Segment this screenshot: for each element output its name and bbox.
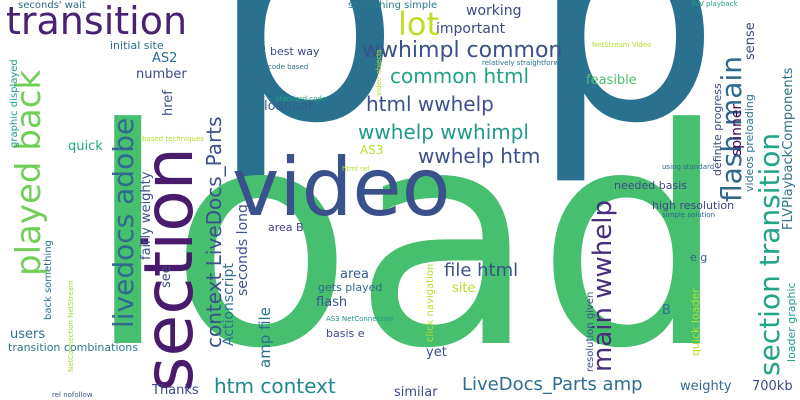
word-as3: AS3 [360,143,384,157]
word-700kb: 700kb [752,379,793,394]
word-netconnection-netstream: NetConnection NetStream [67,280,75,372]
word-rel-nofollow: rel nofollow [52,391,93,399]
word-graphic-displayed: graphic displayed [9,59,20,148]
word-needed-basis: needed basis [614,179,687,192]
word-load: load [86,65,728,400]
word-loader-graphic: loader graphic [785,282,798,362]
word-videos-preloading: videos preloading [743,94,756,192]
word-number: number [136,67,187,82]
word-html-rel: html rel [342,165,370,173]
word-file-html: file html [444,260,519,281]
word-wwhelp-wwhimpl: wwhelp wwhimpl [358,120,529,144]
word-resolution-given: resolution given [585,291,596,372]
word-click-navigation: click navigation [425,263,436,342]
word-amp-file: amp file [256,307,274,368]
word-important: important [436,21,506,37]
word-based-techniques: based techniques [142,135,204,143]
word-see: see [159,265,174,288]
word-something-simple: something simple [348,0,438,11]
word-wwhelp-htm: wwhelp htm [418,144,541,168]
word-actionscript: Actionscript [221,263,237,346]
word-relatively-straightforward: relatively straightforward [482,59,571,67]
word-working: working [466,3,522,19]
word-best-way: best way [270,45,320,58]
word-section-transition: section transition [753,132,786,376]
word-video: video [232,141,451,234]
word-weighty: weighty [680,379,732,394]
word-loadbar: loadbar [264,99,314,114]
word-thanks: Thanks [152,383,199,398]
word-area-b: area B [268,221,304,234]
word-high-resolution: high resolution [652,199,735,212]
word-code-based: code based [268,63,309,71]
word-spinner: spinner [729,103,745,156]
word-p-2: p [530,0,721,189]
word-htm-context: htm context [214,374,336,398]
word-definite-progress: definite progress [711,83,724,176]
word-quick-loader: quick loader [689,288,702,356]
word-flash: flash [316,295,348,310]
word-video-objects: video objects [375,49,383,96]
word-lot: lot [398,5,440,43]
word-b: B [662,303,671,318]
word-gets-played: gets played [318,281,383,294]
word-feasible: feasible [586,73,637,88]
word-area: area [340,267,369,282]
word-site: site [452,281,476,296]
word-similar: similar [394,385,438,400]
word-basis-e: basis e [326,327,365,340]
word-seconds-wait: seconds' wait [18,0,86,11]
word-flv-playback: FLV playback [692,0,738,8]
word-initial-site: initial site [110,39,164,52]
word-standard-code: standard code [276,95,327,103]
word-flvplayback-components: FLVPlaybackComponents [781,67,796,230]
word-fairly-weighty: fairly weighty [139,171,154,260]
word-yet: yet [426,345,447,360]
word-simple-solution: simple solution [662,211,716,219]
word-common-html: common html [390,64,530,88]
word-transition-combinations: transition combinations [8,341,138,354]
word-netstream-video: NetStream Video [592,41,652,49]
word-as2: AS2 [152,51,178,66]
word-transition: transition [6,0,188,43]
word-html-wwhelp: html wwhelp [366,92,494,116]
word-back-something: back something [43,240,54,320]
word-using-standard: using standard [662,163,715,171]
word-users: users [10,327,46,342]
word-wwhimpl-common: wwhimpl common [362,38,563,63]
word-href: href [161,90,176,116]
word-quick: quick [68,139,103,154]
word-sense: sense [743,22,758,60]
word-livedocs-parts-amp: LiveDocs_Parts amp [462,374,643,395]
word-p-1: p [210,0,401,189]
word-livedocs-adobe: livedocs adobe [107,117,140,328]
word-as3-netconnection: AS3 NetConnection [326,315,394,323]
word-e-g: e g [690,251,708,264]
word-seconds-long: seconds long [235,204,251,296]
